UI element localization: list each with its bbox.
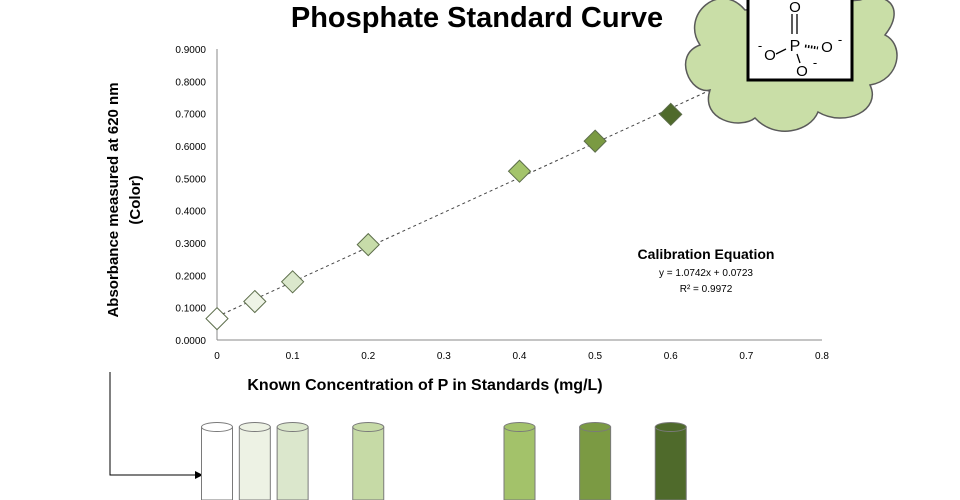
calibration-r2: R² = 0.9972 xyxy=(680,284,733,295)
data-points xyxy=(205,102,683,331)
test-tube-rim xyxy=(201,422,233,432)
test-tube xyxy=(201,426,233,500)
test-tube-rim xyxy=(352,422,385,432)
data-point xyxy=(280,270,305,294)
bond-bottom xyxy=(796,53,801,64)
atom-phosphorus: P xyxy=(790,38,801,55)
test-tube xyxy=(238,426,271,500)
x-tick-label: 0.7 xyxy=(739,351,753,362)
bond-right-hashed xyxy=(804,44,819,50)
bond-left xyxy=(775,48,787,55)
y-tick-label: 0.5000 xyxy=(175,174,206,185)
calibration-title: Calibration Equation xyxy=(638,246,775,262)
y-tick-labels: 0.0000 0.1000 0.2000 0.3000 0.4000 0.5000 0.60… xyxy=(175,45,206,347)
test-tube xyxy=(503,426,536,500)
trendline xyxy=(216,73,747,318)
y-tick-label: 0.7000 xyxy=(175,110,206,121)
x-tick-label: 0.1 xyxy=(286,351,300,362)
test-tube-rim xyxy=(654,422,687,432)
x-tick-label: 0 xyxy=(214,351,220,362)
test-tubes xyxy=(201,422,687,500)
data-point xyxy=(356,232,380,257)
x-tick-label: 0.5 xyxy=(588,351,602,362)
chart-title: Phosphate Standard Curve xyxy=(291,2,663,34)
x-tick-label: 0.3 xyxy=(437,351,451,362)
data-point xyxy=(205,306,229,331)
connector-arrowhead xyxy=(195,471,203,479)
data-point xyxy=(243,289,267,314)
test-tube xyxy=(654,426,687,500)
test-tube-rim xyxy=(276,422,309,432)
test-tube xyxy=(276,426,309,500)
y-tick-label: 0.2000 xyxy=(175,271,206,282)
charge-bottom: - xyxy=(813,55,817,70)
test-tube xyxy=(352,426,385,500)
x-tick-labels: 0 0.1 0.2 0.3 0.4 0.5 0.6 0.7 0.8 xyxy=(214,351,829,362)
atom-oxygen-bottom: O xyxy=(796,63,808,80)
x-tick-label: 0.2 xyxy=(361,351,375,362)
test-tube-rim xyxy=(503,422,536,432)
phosphate-cloud: O P - O O - O - xyxy=(684,0,898,132)
molecule-frame xyxy=(746,0,854,82)
atom-oxygen-left: O xyxy=(764,47,776,64)
y-tick-label: 0.8000 xyxy=(175,77,206,88)
y-tick-label: 0.9000 xyxy=(175,45,206,56)
charge-right: - xyxy=(838,32,842,47)
x-axis-label: Known Concentration of P in Standards (m… xyxy=(247,377,602,394)
y-tick-label: 0.6000 xyxy=(175,142,206,153)
data-point xyxy=(583,129,607,153)
y-axis-label-unit: (Color) xyxy=(127,175,144,224)
y-tick-label: 0.0000 xyxy=(175,336,206,347)
x-tick-label: 0.6 xyxy=(664,351,678,362)
data-point xyxy=(659,102,683,127)
atom-oxygen-top: O xyxy=(789,0,801,16)
test-tube-rim xyxy=(579,422,612,432)
x-tick-label: 0.8 xyxy=(815,351,829,362)
calibration-equation: y = 1.0742x + 0.0723 xyxy=(659,268,753,279)
y-tick-label: 0.1000 xyxy=(175,304,206,315)
test-tube xyxy=(579,426,612,500)
charge-left: - xyxy=(758,38,762,53)
connector-line xyxy=(109,372,196,476)
y-tick-label: 0.4000 xyxy=(175,207,206,218)
x-tick-label: 0.4 xyxy=(513,351,527,362)
data-point xyxy=(507,159,532,183)
y-axis-label: Absorbance measured at 620 nm xyxy=(105,82,122,317)
test-tube-rim xyxy=(238,422,271,432)
y-tick-label: 0.3000 xyxy=(175,239,206,250)
atom-oxygen-right: O xyxy=(821,39,833,56)
